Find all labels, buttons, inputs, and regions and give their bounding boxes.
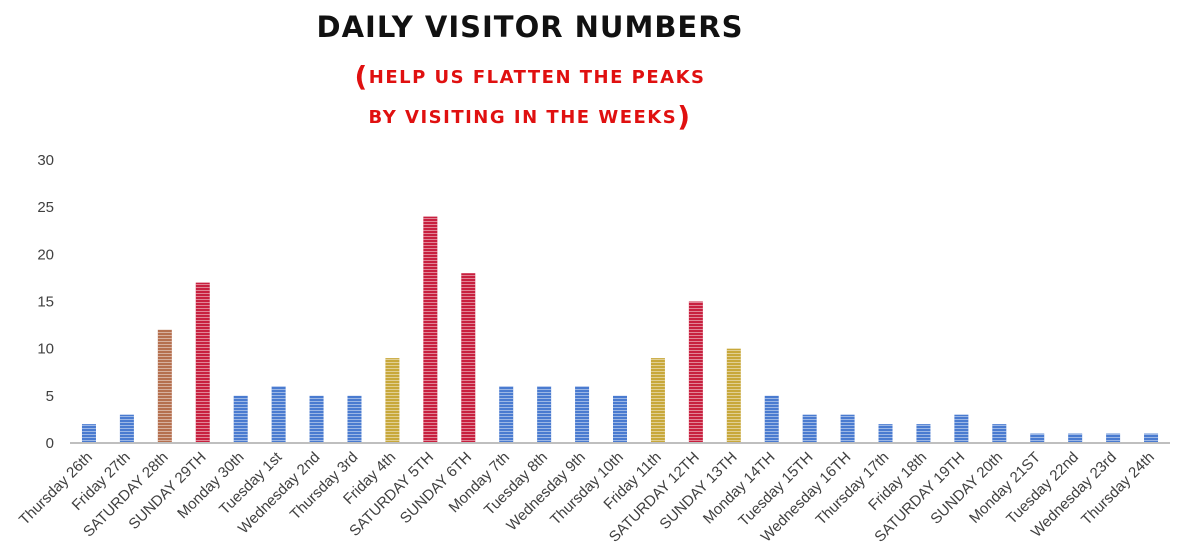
y-tick-label: 5 [46, 388, 54, 405]
chart-subtitle-line-2: BY VISITING IN THE WEEKS) [230, 100, 830, 133]
bar-hatch [840, 414, 855, 443]
y-tick-label: 15 [37, 294, 54, 311]
bar-hatch [537, 386, 552, 443]
bar-hatch [81, 424, 96, 443]
bar-hatch [271, 386, 286, 443]
bar-hatch [423, 216, 438, 443]
bar-hatch [954, 414, 969, 443]
subtitle-line-1-text: HELP US FLATTEN THE PEAKS [368, 67, 706, 88]
bar-hatch [385, 358, 400, 443]
bar-hatch [1106, 433, 1121, 443]
y-tick-label: 10 [37, 341, 54, 358]
y-tick-label: 25 [37, 199, 54, 216]
bar-hatch [992, 424, 1007, 443]
bar-hatch [1030, 433, 1045, 443]
bars-group [81, 216, 1159, 443]
bar-hatch [650, 358, 665, 443]
bar-hatch [1144, 433, 1159, 443]
bar-hatch [916, 424, 931, 443]
bar-hatch [802, 414, 817, 443]
subtitle-line-2-text: BY VISITING IN THE WEEKS [368, 107, 678, 128]
close-parenthesis: ) [677, 100, 692, 133]
chart-title: DAILY VISITOR NUMBERS [316, 10, 744, 44]
bar-hatch [157, 329, 172, 443]
bar-hatch [688, 301, 703, 443]
bar-hatch [726, 348, 741, 443]
chart-subtitle-line-1: (HELP US FLATTEN THE PEAKS [230, 60, 830, 93]
bar-hatch [878, 424, 893, 443]
y-axis: 0 5 10 15 20 25 30 [37, 152, 54, 452]
bar-hatch [347, 395, 362, 443]
y-tick-label: 0 [46, 435, 54, 452]
bar-hatch [119, 414, 134, 443]
bar-hatch [233, 395, 248, 443]
bar-hatch [575, 386, 590, 443]
bar-hatch [499, 386, 514, 443]
bar-hatch [195, 282, 210, 443]
open-parenthesis: ( [354, 60, 369, 93]
bar-hatch [309, 395, 324, 443]
bar-hatch [764, 395, 779, 443]
bar-hatch [613, 395, 627, 443]
y-tick-label: 30 [37, 152, 54, 169]
bar-hatch [461, 273, 476, 443]
bar-hatch [1068, 433, 1083, 443]
y-tick-label: 20 [37, 246, 54, 263]
